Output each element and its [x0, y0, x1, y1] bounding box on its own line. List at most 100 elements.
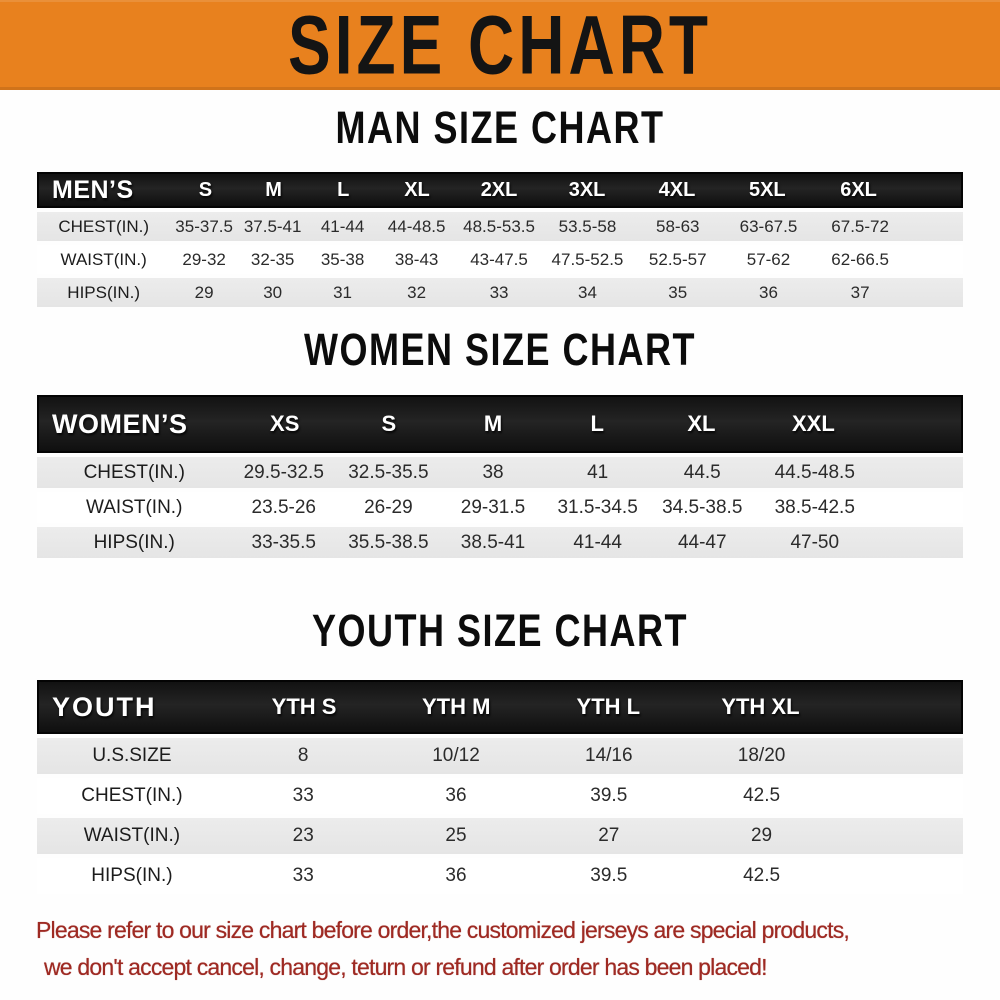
size-value-cell: 14/16	[585, 745, 633, 766]
size-value-cell: 52.5-57	[648, 249, 707, 269]
womens-size-table: WOMEN’S XS S M L XL XXL CHEST(IN.) 29.5-32.5 32.5…	[37, 395, 963, 558]
row-filler	[906, 245, 962, 274]
size-value-cell: 29-31.5	[460, 496, 526, 518]
row-filler	[906, 212, 962, 241]
youth-row-hips-in: HIPS(IN.) 33 36 39.5 42.5	[37, 858, 963, 894]
mens-row-chest-in: CHEST(IN.) 35-37.5 37.5-41 41-44 44-48.5 48.5…	[37, 212, 963, 241]
row-label: CHEST(IN.)	[58, 216, 149, 236]
size-value-cell: 67.5-72	[831, 216, 889, 236]
banner-title: SIZE CHART	[288, 0, 712, 92]
size-value-cell: 62-66.5	[831, 249, 889, 269]
row-label: U.S.SIZE	[92, 745, 172, 766]
row-filler	[838, 858, 963, 894]
size-value-cell: 38.5-41	[460, 531, 526, 553]
row-filler	[906, 278, 962, 307]
column-header: YTH L	[576, 694, 641, 719]
size-value-cell: 39.5	[590, 785, 628, 806]
row-label: HIPS(IN.)	[67, 282, 141, 302]
column-header: S	[381, 411, 397, 436]
header-filler	[873, 397, 961, 451]
disclaimer-text: Please refer to our size chart before or…	[0, 912, 1000, 986]
size-value-cell: 34	[578, 282, 597, 302]
size-value-cell: 44-48.5	[387, 216, 446, 236]
size-value-cell: 38-43	[394, 249, 439, 269]
disclaimer-line-2: we don't accept cancel, change, teturn o…	[44, 954, 768, 980]
size-value-cell: 35-37.5	[175, 216, 233, 236]
disclaimer-line-1: Please refer to our size chart before or…	[36, 917, 850, 943]
column-header: XL	[687, 411, 716, 436]
size-value-cell: 30	[263, 282, 283, 302]
youth-section-title-row: YOUTH SIZE CHART	[0, 605, 1000, 656]
youth-row-u-s-size: U.S.SIZE 8 10/12 14/16 18/20	[37, 738, 963, 774]
size-value-cell: 25	[445, 825, 467, 846]
row-filler	[875, 457, 963, 488]
size-value-cell: 32.5-35.5	[348, 461, 429, 483]
size-value-cell: 33	[489, 282, 509, 302]
size-value-cell: 37.5-41	[243, 216, 302, 236]
column-header: 4XL	[658, 178, 696, 201]
size-value-cell: 37	[850, 282, 870, 302]
row-filler	[838, 738, 963, 774]
womens-row-chest-in: CHEST(IN.) 29.5-32.5 32.5-35.5 38 41 44.5 44.5…	[37, 457, 963, 488]
row-filler	[875, 527, 963, 558]
size-value-cell: 47.5-52.5	[551, 249, 624, 269]
size-value-cell: 29.5-32.5	[243, 461, 324, 483]
size-value-cell: 33	[292, 865, 314, 886]
row-filler	[875, 492, 963, 523]
row-label: WAIST(IN.)	[86, 496, 183, 518]
size-value-cell: 32	[407, 282, 427, 302]
row-label: HIPS(IN.)	[93, 531, 175, 553]
size-value-cell: 29-32	[182, 249, 226, 269]
size-value-cell: 33	[292, 785, 314, 806]
size-value-cell: 29	[194, 282, 214, 302]
man-size-chart-section: MAN SIZE CHART MEN’S S M L XL 2XL 3XL 4XL 5XL 6XL…	[0, 102, 1000, 307]
size-value-cell: 34.5-38.5	[662, 496, 743, 518]
size-value-cell: 44.5-48.5	[774, 461, 855, 483]
size-value-cell: 48.5-53.5	[463, 216, 535, 236]
mens-row-waist-in: WAIST(IN.) 29-32 32-35 35-38 38-43 43-47.5 47.…	[37, 245, 963, 274]
size-value-cell: 38.5-42.5	[774, 496, 855, 518]
size-value-cell: 10/12	[432, 745, 480, 766]
size-value-cell: 23.5-26	[251, 496, 316, 518]
column-header: 5XL	[748, 178, 786, 201]
size-value-cell: 42.5	[743, 865, 781, 886]
column-header: XXL	[792, 411, 835, 436]
size-value-cell: 44.5	[683, 461, 721, 483]
column-header: L	[590, 411, 604, 436]
column-header: M	[483, 411, 503, 436]
youth-row-chest-in: CHEST(IN.) 33 36 39.5 42.5	[37, 778, 963, 814]
size-value-cell: 35.5-38.5	[348, 531, 429, 553]
size-value-cell: 33-35.5	[251, 531, 316, 553]
row-filler	[838, 818, 963, 854]
mens-row-hips-in: HIPS(IN.) 29 30 31 32 33 34 35 36 37	[37, 278, 963, 307]
size-value-cell: 47-50	[790, 531, 840, 553]
size-value-cell: 41-44	[573, 531, 622, 553]
column-header: L	[337, 178, 350, 201]
youth-size-chart-section: YOUTH SIZE CHART YOUTH YTH S YTH M YTH L YTH…	[0, 605, 1000, 894]
size-value-cell: 8	[297, 745, 309, 766]
size-value-cell: 43-47.5	[470, 249, 528, 269]
column-header: M	[265, 178, 282, 201]
mens-table-label: MEN’S	[52, 175, 134, 204]
column-header: S	[198, 178, 213, 201]
size-value-cell: 35	[668, 282, 688, 302]
size-value-cell: 38	[482, 461, 504, 483]
size-value-cell: 57-62	[746, 249, 791, 269]
women-section-title-row: WOMEN SIZE CHART	[0, 324, 1000, 375]
womens-row-hips-in: HIPS(IN.) 33-35.5 35.5-38.5 38.5-41 41-44 44-…	[37, 527, 963, 558]
man-section-title-row: MAN SIZE CHART	[0, 102, 1000, 153]
women-size-chart-section: WOMEN SIZE CHART WOMEN’S XS S M L XL XXL CHEST(…	[0, 324, 1000, 558]
mens-header-row: MEN’S S M L XL 2XL 3XL 4XL 5XL 6XL	[37, 172, 963, 208]
column-header: YTH XL	[721, 694, 800, 719]
size-value-cell: 18/20	[737, 745, 786, 766]
size-value-cell: 31	[333, 282, 353, 302]
row-label: HIPS(IN.)	[91, 865, 173, 886]
size-value-cell: 58-63	[656, 216, 700, 236]
size-value-cell: 26-29	[364, 496, 413, 518]
youth-size-table: YOUTH YTH S YTH M YTH L YTH XL U.S.SIZE 8 10/12…	[37, 680, 963, 894]
size-value-cell: 63-67.5	[739, 216, 798, 236]
size-value-cell: 44-47	[677, 531, 727, 553]
size-value-cell: 36	[445, 785, 467, 806]
column-header: XL	[404, 178, 430, 201]
row-filler	[838, 778, 963, 814]
